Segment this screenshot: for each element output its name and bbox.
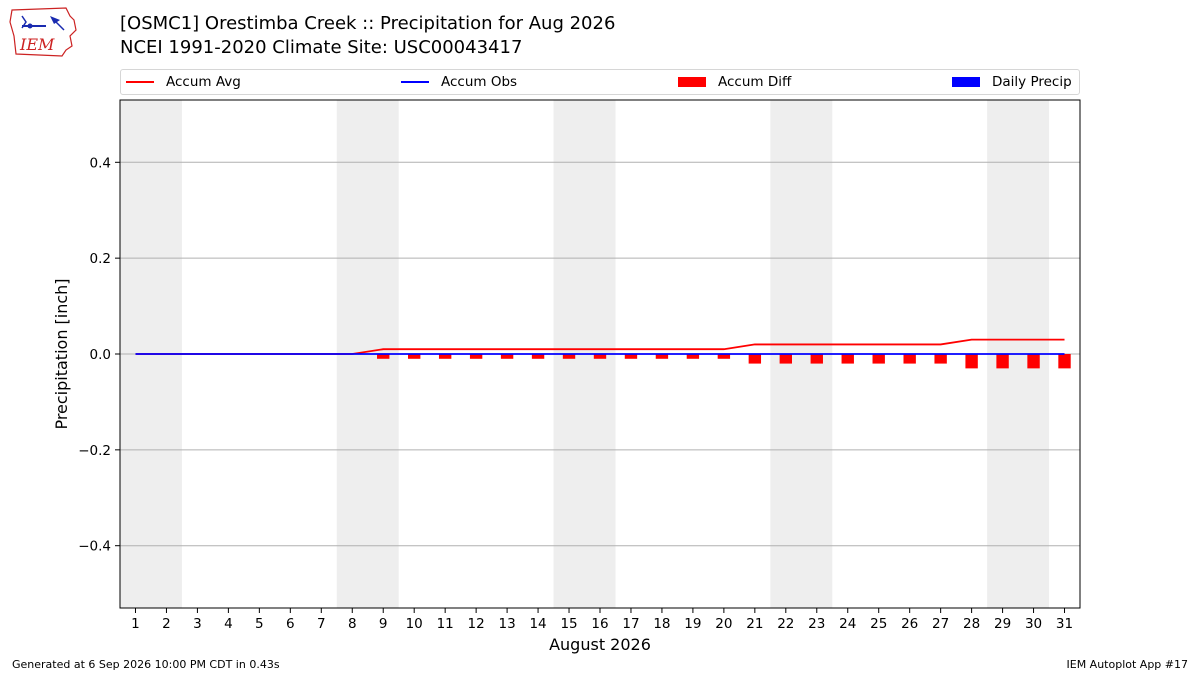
x-tick-label: 4 <box>224 616 233 632</box>
bar-accum-diff <box>624 354 638 359</box>
x-tick-label: 14 <box>529 616 546 632</box>
x-axis-label: August 2026 <box>549 635 651 654</box>
x-tick-label: 9 <box>379 616 388 632</box>
title-line-2: NCEI 1991-2020 Climate Site: USC00043417 <box>120 37 523 58</box>
x-tick-label: 17 <box>622 616 639 632</box>
title-line-1: [OSMC1] Orestimba Creek :: Precipitation… <box>120 13 616 34</box>
bar-accum-diff <box>500 354 514 359</box>
footer-app: IEM Autoplot App #17 <box>1066 658 1189 671</box>
bar-accum-diff <box>841 354 854 364</box>
legend-label-accum-avg: Accum Avg <box>166 74 241 90</box>
x-tick-label: 6 <box>286 616 295 632</box>
x-tick-label: 21 <box>746 616 763 632</box>
x-tick-label: 15 <box>560 616 577 632</box>
x-tick-label: 13 <box>499 616 516 632</box>
x-tick-label: 3 <box>193 616 202 632</box>
legend-swatch-accum-avg <box>126 81 154 83</box>
y-tick-label: 0.0 <box>90 347 111 363</box>
x-tick-label: 18 <box>653 616 670 632</box>
bar-accum-diff <box>593 354 607 359</box>
bar-accum-diff <box>996 354 1009 369</box>
x-tick-label: 12 <box>468 616 485 632</box>
x-tick-label: 24 <box>839 616 856 632</box>
x-tick-label: 25 <box>870 616 887 632</box>
x-tick-label: 20 <box>715 616 732 632</box>
legend-item-accum-obs: Accum Obs <box>401 70 517 94</box>
bar-accum-diff <box>872 354 885 364</box>
bar-accum-diff <box>748 354 762 364</box>
x-tick-label: 23 <box>808 616 825 632</box>
x-tick-label: 8 <box>348 616 357 632</box>
bar-accum-diff <box>377 354 390 359</box>
x-tick-label: 27 <box>932 616 949 632</box>
iem-logo: IEM <box>8 6 80 58</box>
bar-accum-diff <box>965 354 978 369</box>
x-tick-label: 1 <box>131 616 140 632</box>
iowa-state-icon: IEM <box>9 7 77 57</box>
bar-accum-diff <box>779 354 792 364</box>
bar-accum-diff <box>438 354 452 359</box>
bar-accum-diff <box>934 354 947 364</box>
x-tick-label: 31 <box>1056 616 1073 632</box>
x-tick-label: 2 <box>162 616 171 632</box>
x-tick-label: 29 <box>994 616 1011 632</box>
y-tick-label: 0.4 <box>90 155 111 171</box>
bar-accum-diff <box>562 354 576 359</box>
legend-item-accum-avg: Accum Avg <box>126 70 241 94</box>
bar-accum-diff <box>810 354 823 364</box>
legend-swatch-accum-diff <box>678 77 706 87</box>
bar-accum-diff <box>717 354 731 359</box>
bar-accum-diff <box>686 354 700 359</box>
x-tick-label: 22 <box>777 616 794 632</box>
x-tick-label: 19 <box>684 616 701 632</box>
legend-label-accum-obs: Accum Obs <box>441 74 518 90</box>
bar-accum-diff <box>655 354 669 359</box>
x-tick-label: 26 <box>901 616 918 632</box>
bar-accum-diff <box>469 354 483 359</box>
bar-accum-diff <box>408 354 421 359</box>
y-tick-label: −0.4 <box>78 539 111 555</box>
footer-generated: Generated at 6 Sep 2026 10:00 PM CDT in … <box>12 658 280 671</box>
y-tick-label: 0.2 <box>90 251 111 267</box>
legend-swatch-daily-precip <box>952 77 980 87</box>
legend: Accum Avg Accum Obs Accum Diff Daily Pre… <box>120 69 1080 95</box>
chart-title: [OSMC1] Orestimba Creek :: Precipitation… <box>120 12 615 60</box>
x-tick-label: 16 <box>591 616 608 632</box>
x-tick-label: 5 <box>255 616 264 632</box>
x-tick-label: 11 <box>437 616 454 632</box>
x-tick-label: 7 <box>317 616 326 632</box>
legend-item-daily-precip: Daily Precip <box>952 70 1072 94</box>
x-tick-label: 10 <box>406 616 423 632</box>
y-axis-label: Precipitation [inch] <box>52 278 71 429</box>
logo-text: IEM <box>19 35 55 54</box>
bar-accum-diff <box>1027 354 1040 369</box>
legend-item-accum-diff: Accum Diff <box>678 70 791 94</box>
x-tick-label: 28 <box>963 616 980 632</box>
bar-accum-diff <box>1058 354 1071 369</box>
legend-swatch-accum-obs <box>401 81 429 83</box>
bar-accum-diff <box>531 354 545 359</box>
bar-accum-diff <box>903 354 916 364</box>
y-tick-label: −0.2 <box>78 443 111 459</box>
x-tick-label: 30 <box>1025 616 1042 632</box>
legend-label-accum-diff: Accum Diff <box>718 74 792 90</box>
legend-label-daily-precip: Daily Precip <box>992 74 1072 90</box>
